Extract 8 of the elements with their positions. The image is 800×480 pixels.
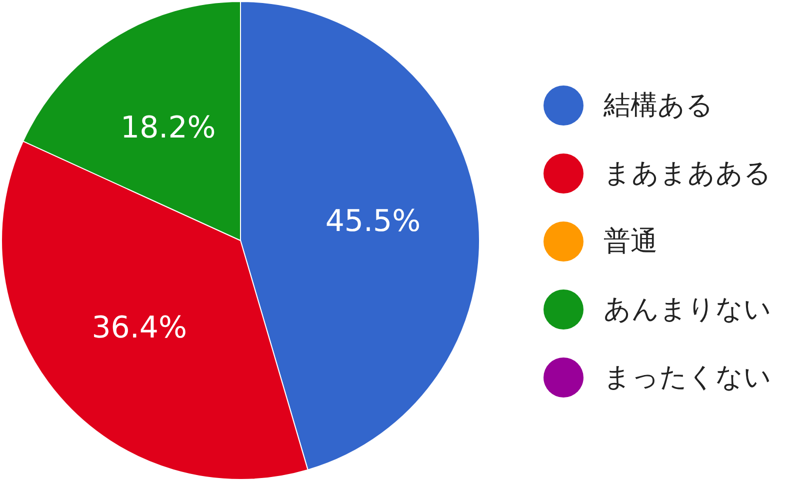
legend-label: あんまりない bbox=[604, 294, 772, 325]
legend-label: 普通 bbox=[604, 226, 658, 257]
data-label: 36.4% bbox=[92, 310, 188, 346]
data-label: 45.5% bbox=[325, 204, 421, 239]
data-label: 18.2% bbox=[120, 110, 216, 146]
legend-label: 結構ある bbox=[602, 90, 714, 121]
legend-label: まあまあある bbox=[604, 158, 772, 189]
legend-label: まったくない bbox=[604, 362, 772, 393]
